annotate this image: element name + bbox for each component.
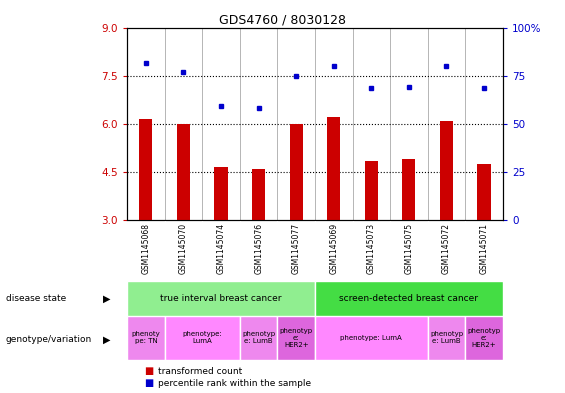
Bar xyxy=(127,316,165,360)
Text: phenotyp
e: LumB: phenotyp e: LumB xyxy=(242,331,275,345)
Bar xyxy=(252,169,265,220)
Bar xyxy=(165,316,240,360)
Bar xyxy=(315,316,428,360)
Text: GSM1145068: GSM1145068 xyxy=(141,223,150,274)
Text: GSM1145072: GSM1145072 xyxy=(442,223,451,274)
Text: phenotyp
e:
HER2+: phenotyp e: HER2+ xyxy=(467,328,501,348)
Bar xyxy=(428,316,466,360)
Text: phenoty
pe: TN: phenoty pe: TN xyxy=(132,331,160,345)
Text: disease state: disease state xyxy=(6,294,66,303)
Text: ■: ■ xyxy=(144,378,153,388)
Bar xyxy=(177,124,190,220)
Text: GDS4760 / 8030128: GDS4760 / 8030128 xyxy=(219,14,346,27)
Bar xyxy=(127,281,315,316)
Text: GSM1145069: GSM1145069 xyxy=(329,223,338,274)
Text: phenotyp
e:
HER2+: phenotyp e: HER2+ xyxy=(280,328,313,348)
Bar xyxy=(365,161,378,220)
Text: GSM1145074: GSM1145074 xyxy=(216,223,225,274)
Bar xyxy=(240,316,277,360)
Text: true interval breast cancer: true interval breast cancer xyxy=(160,294,282,303)
Text: ▶: ▶ xyxy=(103,294,110,304)
Bar xyxy=(466,316,503,360)
Bar xyxy=(140,119,153,220)
Text: GSM1145075: GSM1145075 xyxy=(405,223,414,274)
Bar xyxy=(315,281,503,316)
Text: GSM1145077: GSM1145077 xyxy=(292,223,301,274)
Bar xyxy=(215,167,228,220)
Bar xyxy=(440,121,453,220)
Text: genotype/variation: genotype/variation xyxy=(6,336,92,344)
Text: ▶: ▶ xyxy=(103,335,110,345)
Bar xyxy=(327,118,340,220)
Text: screen-detected breast cancer: screen-detected breast cancer xyxy=(340,294,479,303)
Text: phenotype:
LumA: phenotype: LumA xyxy=(182,331,222,345)
Text: GSM1145070: GSM1145070 xyxy=(179,223,188,274)
Bar xyxy=(402,159,415,220)
Text: GSM1145071: GSM1145071 xyxy=(480,223,489,274)
Text: transformed count: transformed count xyxy=(158,367,242,376)
Text: percentile rank within the sample: percentile rank within the sample xyxy=(158,379,311,387)
Bar xyxy=(477,164,490,220)
Bar xyxy=(277,316,315,360)
Text: GSM1145076: GSM1145076 xyxy=(254,223,263,274)
Text: ■: ■ xyxy=(144,366,153,376)
Text: phenotyp
e: LumB: phenotyp e: LumB xyxy=(430,331,463,345)
Text: phenotype: LumA: phenotype: LumA xyxy=(341,335,402,341)
Text: GSM1145073: GSM1145073 xyxy=(367,223,376,274)
Bar xyxy=(290,124,303,220)
